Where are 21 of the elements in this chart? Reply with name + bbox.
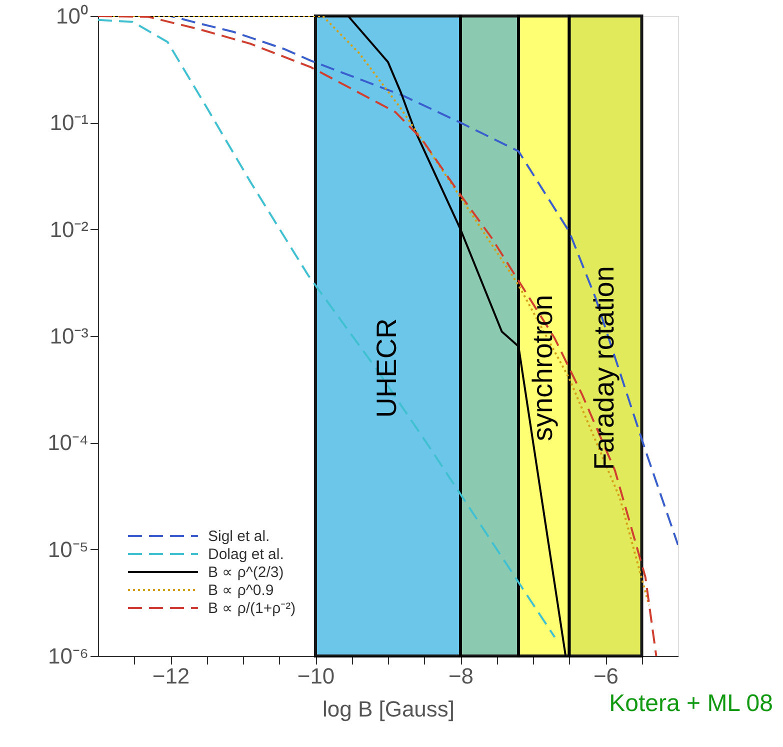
x-tick-label: −10 [297,664,335,688]
x-axis-title: log B [Gauss] [322,696,455,722]
legend-label: B ∝ ρ^(2/3) [208,564,284,581]
y-tick-label: 10⁻¹ [50,110,88,136]
text: Kotera + ML 08 [609,690,773,717]
band-label: UHECR [371,318,402,418]
legend-label: B ∝ ρ^0.9 [208,582,274,599]
y-tick-label: 10⁻⁶ [48,644,88,668]
band-label: Faraday rotation [588,266,620,470]
y-tick-label: 10⁻³ [50,324,88,348]
band-label: synchrotron [526,294,558,442]
y-tick-label: 10⁻⁵ [48,536,88,562]
y-tick-label: 10⁰ [56,4,88,28]
x-tick-label: −8 [448,664,474,688]
legend-label: Sigl et al. [208,528,270,545]
x-tick-label: −12 [152,664,190,688]
legend-label: B ∝ ρ/(1+ρ⁻²) [208,600,296,617]
legend-label: Dolag et al. [208,546,284,563]
y-tick-label: 10⁻⁴ [48,430,88,456]
y-tick-label: 10⁻² [50,216,88,242]
x-tick-label: −6 [593,664,619,688]
